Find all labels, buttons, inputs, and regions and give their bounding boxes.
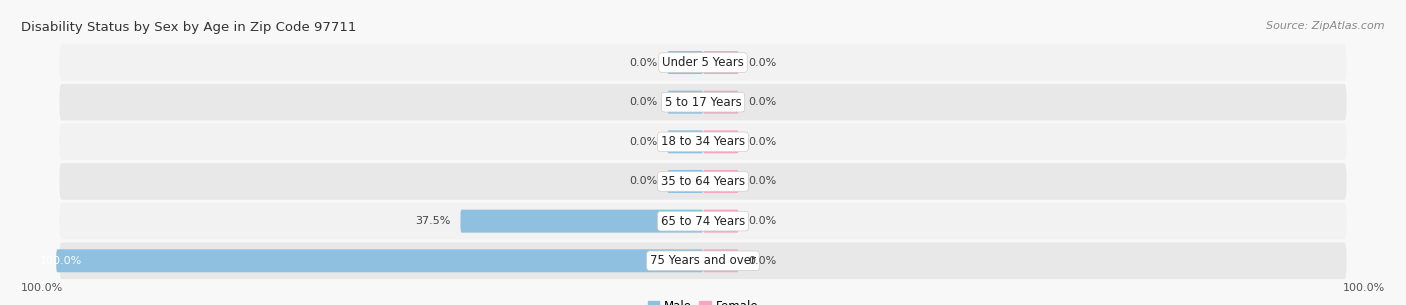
Text: 0.0%: 0.0% xyxy=(748,216,776,226)
FancyBboxPatch shape xyxy=(59,163,1347,200)
Text: Disability Status by Sex by Age in Zip Code 97711: Disability Status by Sex by Age in Zip C… xyxy=(21,21,357,34)
FancyBboxPatch shape xyxy=(668,170,703,193)
FancyBboxPatch shape xyxy=(56,249,703,272)
Text: 18 to 34 Years: 18 to 34 Years xyxy=(661,135,745,148)
FancyBboxPatch shape xyxy=(461,210,703,233)
Text: 100.0%: 100.0% xyxy=(1343,283,1385,293)
Text: 35 to 64 Years: 35 to 64 Years xyxy=(661,175,745,188)
Text: Source: ZipAtlas.com: Source: ZipAtlas.com xyxy=(1267,21,1385,31)
Text: 100.0%: 100.0% xyxy=(39,256,82,266)
FancyBboxPatch shape xyxy=(59,44,1347,81)
FancyBboxPatch shape xyxy=(668,51,703,74)
Text: 37.5%: 37.5% xyxy=(415,216,451,226)
Text: 0.0%: 0.0% xyxy=(630,177,658,186)
Text: 0.0%: 0.0% xyxy=(748,58,776,67)
Text: 100.0%: 100.0% xyxy=(21,283,63,293)
Text: 0.0%: 0.0% xyxy=(630,58,658,67)
FancyBboxPatch shape xyxy=(59,242,1347,279)
Text: 0.0%: 0.0% xyxy=(630,137,658,147)
FancyBboxPatch shape xyxy=(703,91,738,114)
FancyBboxPatch shape xyxy=(703,170,738,193)
Text: 65 to 74 Years: 65 to 74 Years xyxy=(661,215,745,228)
Text: 0.0%: 0.0% xyxy=(630,97,658,107)
FancyBboxPatch shape xyxy=(59,84,1347,120)
FancyBboxPatch shape xyxy=(703,51,738,74)
FancyBboxPatch shape xyxy=(668,91,703,114)
Text: Under 5 Years: Under 5 Years xyxy=(662,56,744,69)
FancyBboxPatch shape xyxy=(59,203,1347,239)
Text: 0.0%: 0.0% xyxy=(748,177,776,186)
Text: 0.0%: 0.0% xyxy=(748,137,776,147)
FancyBboxPatch shape xyxy=(59,124,1347,160)
Text: 0.0%: 0.0% xyxy=(748,97,776,107)
Text: 75 Years and over: 75 Years and over xyxy=(650,254,756,267)
FancyBboxPatch shape xyxy=(703,210,738,233)
Text: 0.0%: 0.0% xyxy=(748,256,776,266)
FancyBboxPatch shape xyxy=(703,249,738,272)
FancyBboxPatch shape xyxy=(703,130,738,153)
Text: 5 to 17 Years: 5 to 17 Years xyxy=(665,96,741,109)
FancyBboxPatch shape xyxy=(668,130,703,153)
Legend: Male, Female: Male, Female xyxy=(643,295,763,305)
